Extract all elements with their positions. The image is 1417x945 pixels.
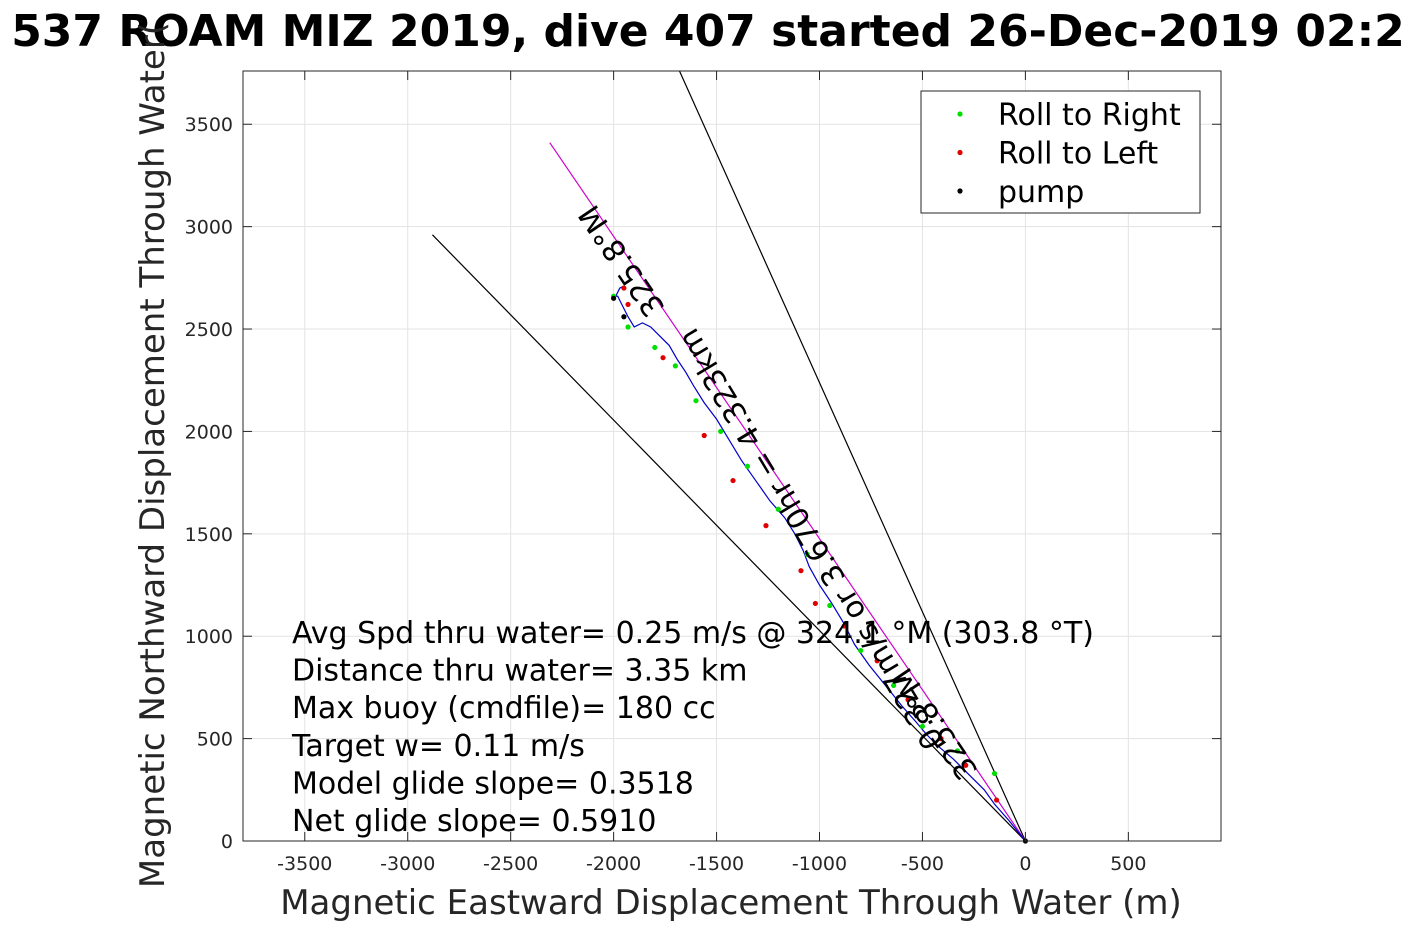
legend-marker [957, 111, 963, 117]
y-tick-label: 500 [197, 729, 233, 751]
roll-left-point [625, 301, 631, 308]
y-tick-label: 1000 [185, 626, 233, 648]
annotation-line: Distance thru water= 3.35 km [292, 654, 747, 689]
y-tick-label: 2500 [185, 319, 233, 341]
roll-left-point [660, 355, 666, 361]
roll-left-point [963, 762, 969, 768]
roll-right-point [625, 324, 631, 330]
y-tick-label: 1500 [185, 524, 233, 546]
roll-right-point [858, 647, 864, 654]
roll-left-point [701, 432, 707, 439]
roll-right-point [954, 748, 961, 754]
roll-right-point [652, 344, 658, 351]
roll-left-point [812, 600, 818, 607]
legend-marker [957, 188, 963, 194]
x-tick-label: -3000 [380, 853, 435, 875]
y-tick-label: 3500 [185, 114, 233, 136]
x-tick-label: 500 [1110, 853, 1146, 875]
roll-right-point [718, 428, 724, 435]
legend-label: Roll to Left [998, 137, 1158, 172]
roll-right-point [693, 398, 699, 404]
chart-title: 537 ROAM MIZ 2019, dive 407 started 26-D… [11, 6, 1405, 57]
x-tick-label: -3500 [277, 853, 332, 875]
roll-left-point [993, 797, 1000, 803]
axis-ticks: -3500 -3000 -2500 -2000 -1500 -1000 -500 0 500 0 5… [185, 71, 1221, 875]
dive-annotations: Avg Spd thru water= 0.25 m/s @ 324.1 °M … [291, 616, 1094, 839]
y-tick-label: 0 [221, 831, 233, 853]
y-tick-label: 2000 [185, 421, 233, 443]
roll-right-point [672, 363, 678, 369]
roll-left-point [841, 623, 847, 629]
annotation-line: Net glide slope= 0.5910 [292, 804, 656, 839]
x-tick-label: -2000 [586, 853, 641, 875]
roll-points [611, 285, 1028, 844]
roll-right-point [891, 682, 897, 688]
roll-right-point [919, 723, 926, 729]
reference-lines [431, 70, 1026, 842]
roll-left-point [938, 736, 944, 742]
legend-marker [957, 149, 963, 156]
roll-left-point [763, 523, 769, 529]
roll-right-point [804, 551, 810, 557]
reference-line [431, 234, 1026, 842]
roll-right-point [991, 770, 998, 777]
roll-left-point [798, 568, 804, 574]
plot-frame [242, 70, 1222, 842]
x-tick-label: -1500 [689, 853, 744, 875]
annotation-line: Target w= 0.11 m/s [291, 729, 585, 764]
legend-label: Roll to Right [998, 98, 1181, 133]
y-axis-label: Magnetic Northward Displacement Through … [133, 22, 173, 888]
x-tick-label: -2500 [483, 853, 538, 875]
roll-right-point [827, 602, 833, 609]
annotation-line: Avg Spd thru water= 0.25 m/s @ 324.1 °M … [292, 616, 1094, 651]
pump-point [621, 314, 627, 320]
x-tick-label: -500 [901, 853, 944, 875]
pump-point [611, 295, 617, 301]
x-axis-label: Magnetic Eastward Displacement Through W… [280, 883, 1182, 923]
roll-left-point [874, 658, 880, 664]
legend-box [920, 90, 1201, 214]
annotation-line: Model glide slope= 0.3518 [292, 766, 694, 801]
roll-left-point [905, 697, 911, 703]
reference-line [678, 70, 1026, 842]
x-tick-label: 0 [1019, 853, 1031, 875]
roll-left-point [621, 285, 627, 291]
reference-line [549, 142, 1026, 842]
roll-right-point [775, 506, 781, 512]
annotation-line: Max buoy (cmdfile)= 180 cc [292, 691, 716, 726]
x-tick-label: -1000 [792, 853, 847, 875]
roll-right-point [744, 463, 751, 469]
y-tick-label: 3000 [185, 217, 233, 239]
roll-left-point [730, 477, 736, 484]
legend-label: pump [998, 175, 1084, 210]
